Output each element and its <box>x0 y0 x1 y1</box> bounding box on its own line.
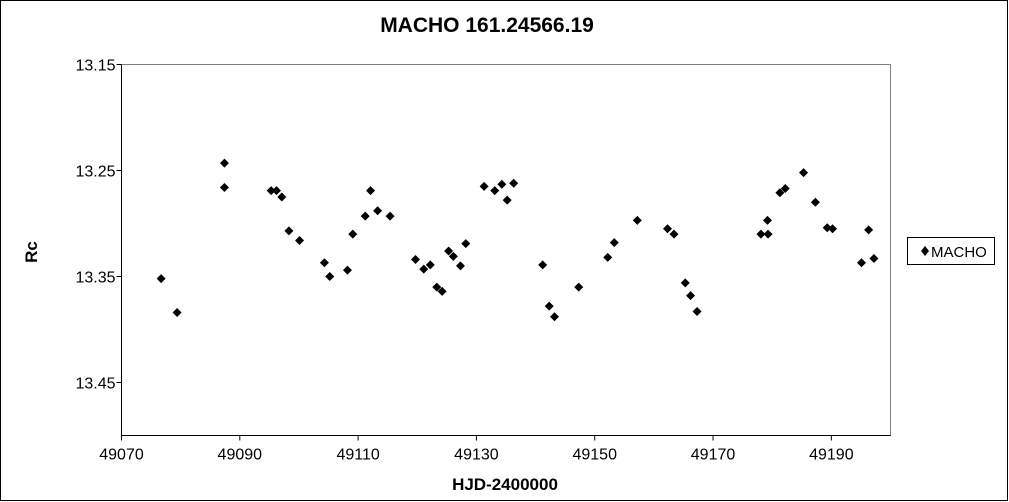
data-point <box>437 286 447 296</box>
data-point <box>266 186 276 196</box>
data-point <box>219 182 229 192</box>
data-point <box>509 178 519 188</box>
x-axis-ticks: 49070 49090 49110 49130 49150 49170 49190 <box>99 435 854 464</box>
x-axis-label: HJD-2400000 <box>452 475 558 494</box>
data-point <box>461 239 471 249</box>
data-point <box>502 195 512 205</box>
data-points <box>156 158 879 322</box>
data-point <box>763 229 773 239</box>
legend-marker <box>921 246 929 256</box>
legend-label: MACHO <box>931 244 987 261</box>
data-point <box>780 184 790 194</box>
data-point <box>444 246 454 256</box>
y-tick-label: 13.35 <box>75 270 115 287</box>
data-point <box>479 181 489 191</box>
x-tick-label: 49130 <box>454 447 499 464</box>
data-point <box>869 253 879 263</box>
data-point <box>271 186 281 196</box>
data-point <box>669 229 679 239</box>
data-point <box>432 282 442 292</box>
y-tick-label: 13.25 <box>75 164 115 181</box>
data-point <box>348 229 358 239</box>
x-tick-label: 49090 <box>218 447 263 464</box>
data-point <box>680 278 690 288</box>
data-point <box>455 261 465 271</box>
x-tick-label: 49150 <box>572 447 617 464</box>
data-point <box>342 265 352 275</box>
data-point <box>410 255 420 265</box>
data-point <box>609 238 619 248</box>
y-tick-label: 13.15 <box>75 58 115 75</box>
data-point <box>156 274 166 284</box>
data-point <box>574 282 584 292</box>
data-point <box>799 168 809 178</box>
x-tick-label: 49170 <box>691 447 736 464</box>
data-point <box>828 224 838 234</box>
data-point <box>857 258 867 268</box>
data-point <box>319 258 329 268</box>
data-point <box>419 264 429 274</box>
x-tick-label: 49070 <box>99 447 144 464</box>
data-point <box>538 260 548 270</box>
data-point <box>544 301 554 311</box>
x-tick-label: 49110 <box>336 447 379 464</box>
data-point <box>632 215 642 225</box>
data-point <box>775 188 785 198</box>
chart-title: MACHO 161.24566.19 <box>380 14 594 37</box>
data-point <box>756 229 766 239</box>
data-point <box>762 215 772 225</box>
data-point <box>864 225 874 235</box>
data-point <box>550 312 560 322</box>
legend: MACHO <box>907 237 995 265</box>
x-tick-label: 49190 <box>809 447 854 464</box>
data-point <box>686 291 696 301</box>
data-point <box>425 260 435 270</box>
data-point <box>325 272 335 281</box>
data-point <box>373 206 383 216</box>
plot-area <box>121 64 891 436</box>
data-point <box>385 211 395 221</box>
data-point <box>284 226 294 236</box>
y-axis-label: Rc <box>22 241 41 263</box>
data-point <box>277 192 287 202</box>
data-point <box>172 308 182 318</box>
data-point <box>603 252 613 262</box>
data-point <box>219 158 229 168</box>
data-point <box>497 179 507 189</box>
data-point <box>295 235 305 245</box>
data-point <box>360 211 370 221</box>
data-point <box>448 251 458 261</box>
data-point <box>692 306 702 316</box>
data-point <box>490 186 500 196</box>
data-point <box>366 186 376 196</box>
y-tick-label: 13.45 <box>75 376 115 393</box>
data-point <box>662 224 672 234</box>
data-point <box>810 197 820 207</box>
y-axis-ticks: 13.15 13.25 13.35 13.45 <box>75 58 122 393</box>
